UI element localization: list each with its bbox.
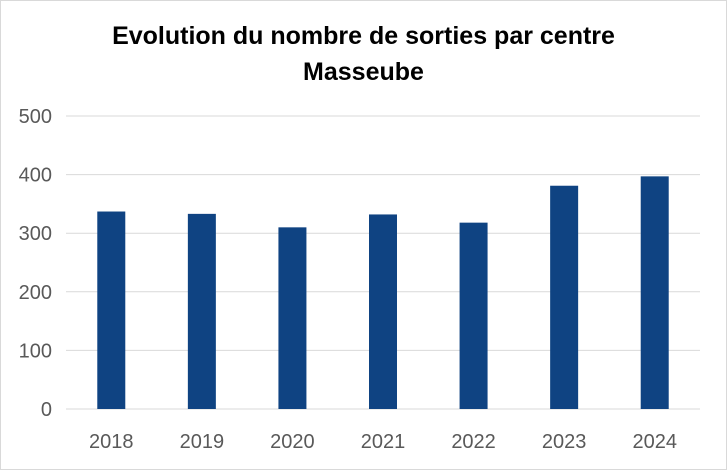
y-axis-ticks: 0 100 200 300 400 500 bbox=[19, 106, 52, 421]
y-tick-label: 100 bbox=[19, 340, 52, 362]
x-tick-label: 2022 bbox=[451, 431, 496, 453]
y-tick-label: 200 bbox=[19, 282, 52, 304]
x-tick-label: 2020 bbox=[270, 431, 315, 453]
bar-2021 bbox=[369, 214, 397, 409]
chart-title: Evolution du nombre de sorties par centr… bbox=[112, 22, 615, 50]
x-tick-label: 2019 bbox=[180, 431, 225, 453]
x-tick-label: 2023 bbox=[542, 431, 587, 453]
bars bbox=[97, 176, 669, 409]
bar-2020 bbox=[278, 227, 307, 409]
y-tick-label: 500 bbox=[19, 106, 52, 128]
x-axis-ticks: 2018 2019 2020 2021 2022 2023 2024 bbox=[89, 431, 677, 453]
y-tick-label: 400 bbox=[19, 165, 52, 187]
x-tick-label: 2024 bbox=[632, 431, 677, 453]
bar-2019 bbox=[187, 213, 216, 409]
chart-subtitle: Masseube bbox=[303, 58, 424, 86]
bar-2018 bbox=[97, 211, 126, 409]
bar-2024 bbox=[640, 176, 669, 409]
bar-2022 bbox=[459, 222, 488, 409]
bar-2023 bbox=[550, 185, 579, 409]
x-tick-label: 2018 bbox=[89, 431, 134, 453]
y-tick-label: 300 bbox=[19, 223, 52, 245]
y-tick-label: 0 bbox=[41, 399, 52, 421]
x-tick-label: 2021 bbox=[361, 431, 406, 453]
